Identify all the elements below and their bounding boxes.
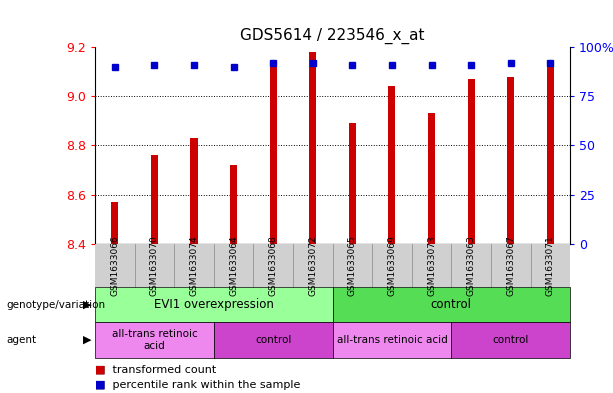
Text: GSM1633066: GSM1633066: [110, 235, 120, 296]
Text: ■  transformed count: ■ transformed count: [95, 364, 216, 375]
Text: genotype/variation: genotype/variation: [6, 299, 105, 310]
Text: GSM1633070: GSM1633070: [150, 235, 159, 296]
Bar: [309, 52, 316, 244]
Bar: [111, 202, 118, 244]
Text: EVI1 overexpression: EVI1 overexpression: [154, 298, 274, 311]
Text: GSM1633072: GSM1633072: [308, 235, 318, 296]
Text: GSM1633068: GSM1633068: [268, 235, 278, 296]
Bar: [151, 155, 158, 244]
Text: control: control: [255, 335, 291, 345]
Bar: [428, 114, 435, 244]
Text: GSM1633069: GSM1633069: [387, 235, 397, 296]
Text: GSM1633064: GSM1633064: [229, 235, 238, 296]
Bar: [270, 67, 276, 244]
Text: all-trans retinoic acid: all-trans retinoic acid: [337, 335, 447, 345]
Text: all-trans retinoic
acid: all-trans retinoic acid: [112, 329, 197, 351]
Text: ▶: ▶: [83, 335, 92, 345]
Title: GDS5614 / 223546_x_at: GDS5614 / 223546_x_at: [240, 28, 425, 44]
Text: GSM1633074: GSM1633074: [189, 235, 199, 296]
Bar: [547, 62, 554, 244]
Bar: [468, 79, 474, 244]
Text: agent: agent: [6, 335, 36, 345]
Text: ■  percentile rank within the sample: ■ percentile rank within the sample: [95, 380, 300, 390]
Text: ■: ■: [95, 380, 105, 390]
Text: GSM1633063: GSM1633063: [466, 235, 476, 296]
Text: GSM1633065: GSM1633065: [348, 235, 357, 296]
Text: GSM1633073: GSM1633073: [427, 235, 436, 296]
Text: control: control: [431, 298, 472, 311]
Text: GSM1633067: GSM1633067: [506, 235, 515, 296]
Bar: [389, 86, 395, 244]
Text: ▶: ▶: [83, 299, 92, 310]
Text: control: control: [492, 335, 529, 345]
Text: ■: ■: [95, 364, 105, 375]
Text: GSM1633071: GSM1633071: [546, 235, 555, 296]
Bar: [349, 123, 356, 244]
Bar: [507, 77, 514, 244]
Bar: [230, 165, 237, 244]
Bar: [191, 138, 197, 244]
